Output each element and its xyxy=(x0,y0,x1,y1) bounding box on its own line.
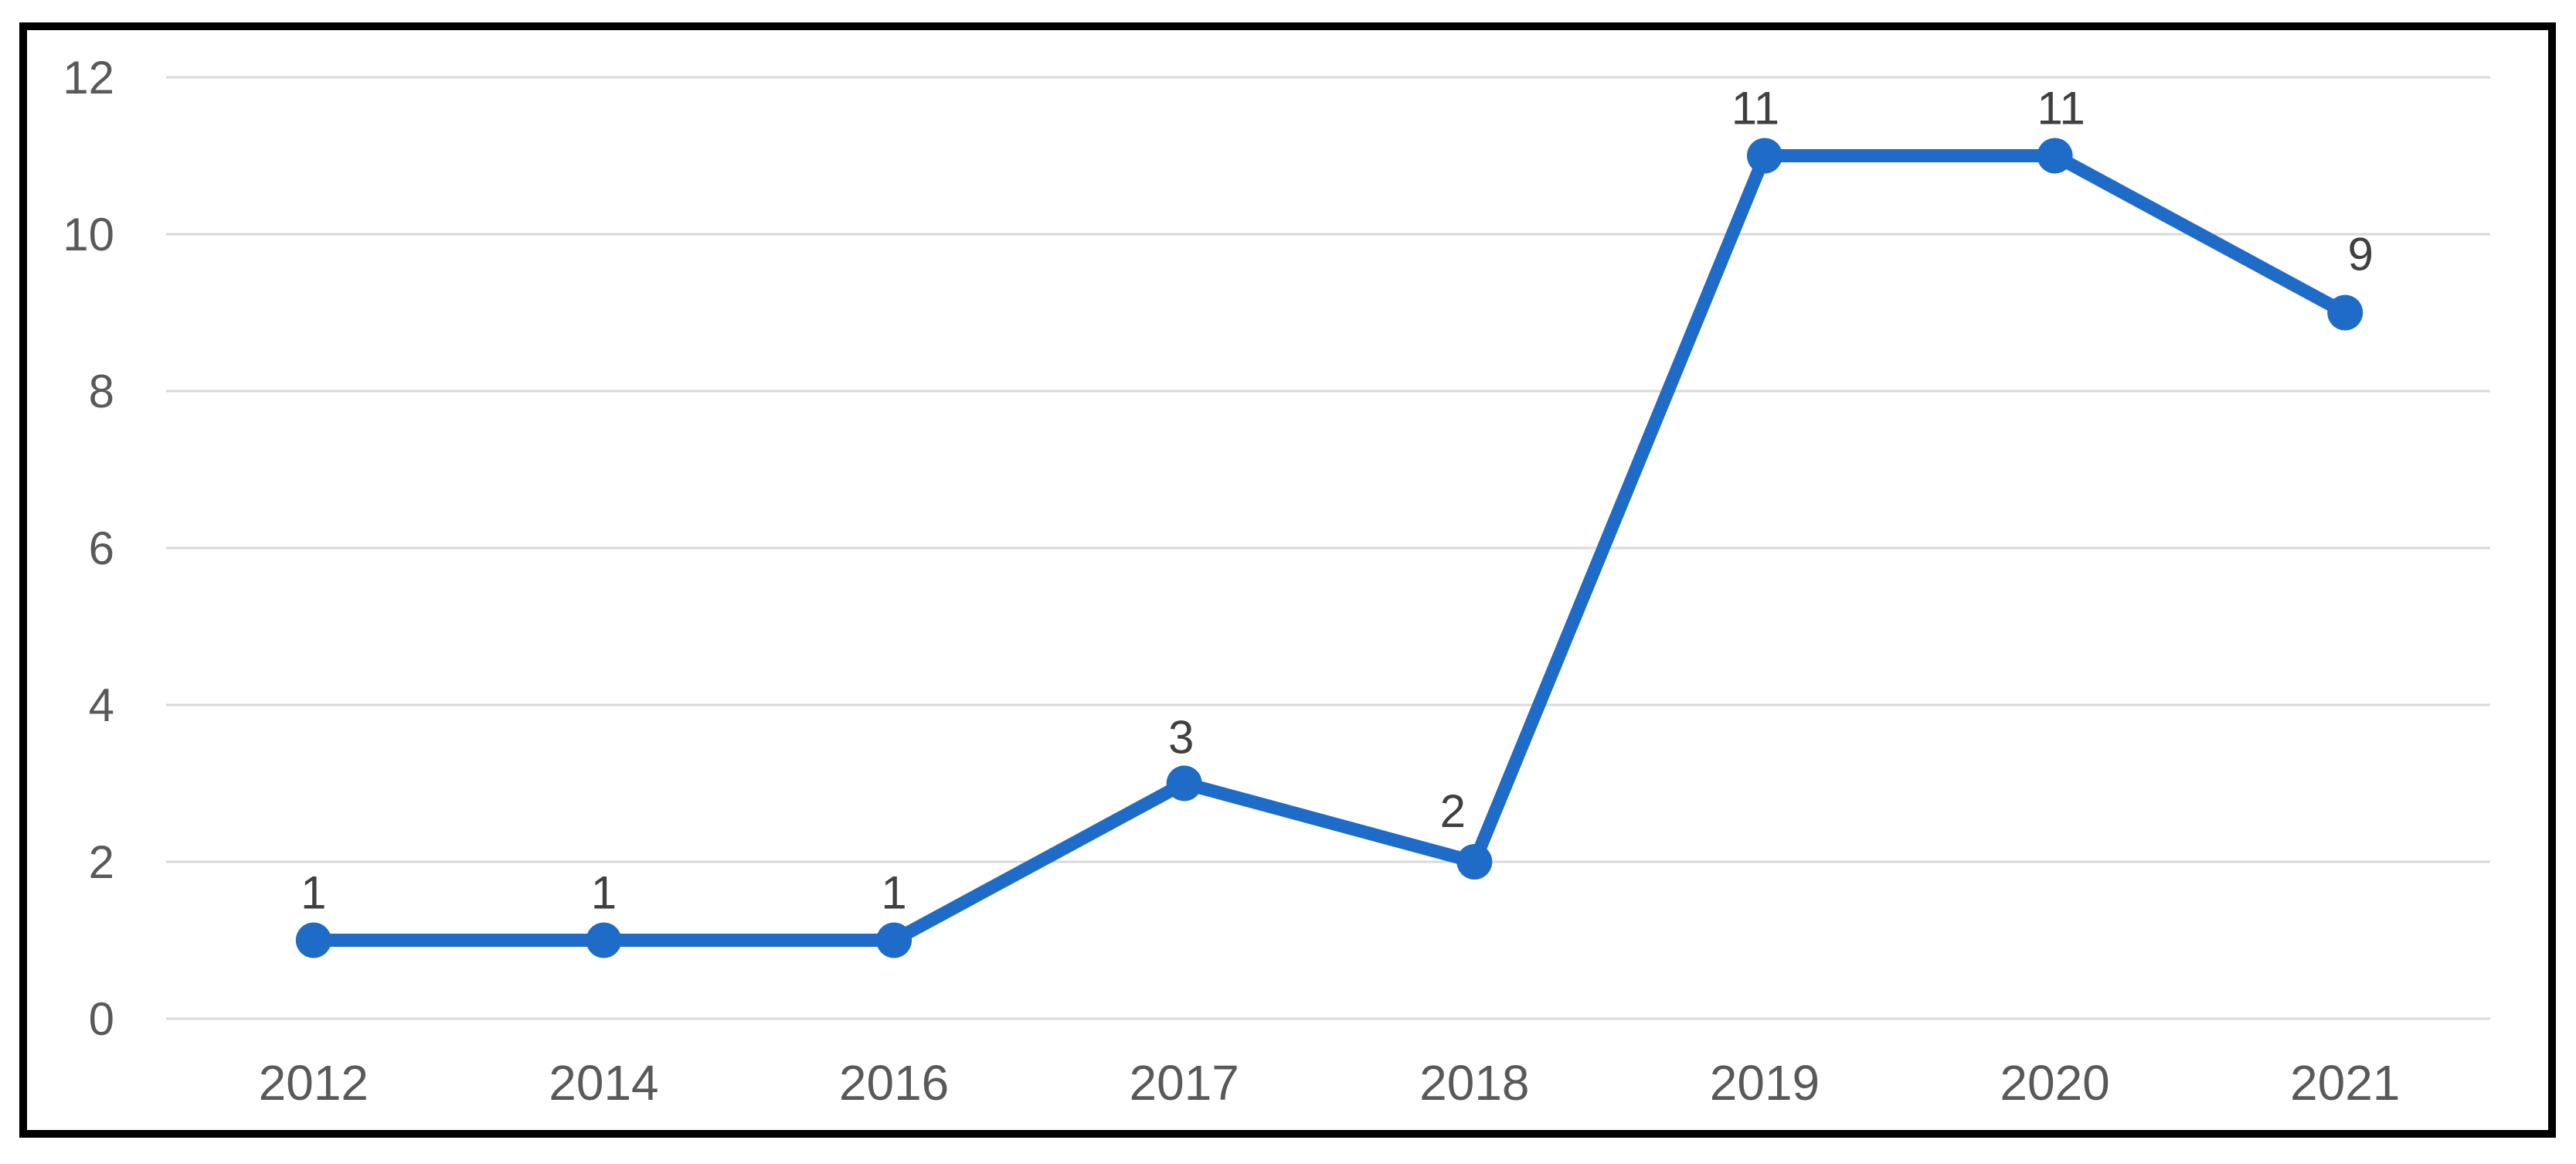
y-axis-tick-label: 2 xyxy=(89,836,114,888)
x-axis-tick-label-2019: 2019 xyxy=(1710,1055,1820,1111)
y-axis-tick-label: 10 xyxy=(63,209,114,260)
chart-border xyxy=(19,22,2556,1138)
series-line xyxy=(307,149,2352,947)
y-axis-tick-label: 6 xyxy=(89,522,114,574)
data-point-2014 xyxy=(586,922,622,958)
data-point-2012 xyxy=(295,922,331,958)
data-point-2021 xyxy=(2327,294,2364,331)
y-axis-tick-label: 0 xyxy=(89,993,114,1045)
y-axis-tick-label: 12 xyxy=(63,52,114,104)
x-axis-tick-label-2016: 2016 xyxy=(839,1055,949,1111)
y-axis-tick-label: 4 xyxy=(89,679,114,731)
data-point-2017 xyxy=(1166,765,1202,802)
data-point-2016 xyxy=(876,922,912,958)
data-point-2020 xyxy=(2037,138,2073,174)
data-point-label: 1 xyxy=(301,867,326,919)
data-point-2019 xyxy=(1746,138,1782,174)
y-axis-tick-label: 8 xyxy=(89,366,114,417)
x-axis-tick-label-2018: 2018 xyxy=(1419,1055,1529,1111)
x-axis-tick-label-2014: 2014 xyxy=(549,1055,658,1111)
data-point-label: 2 xyxy=(1440,785,1466,837)
data-point-label: 11 xyxy=(2037,83,2085,134)
x-axis-tick-label-2021: 2021 xyxy=(2290,1055,2400,1111)
data-point-label: 3 xyxy=(1168,712,1194,764)
data-point-label: 1 xyxy=(591,867,617,919)
data-point-label: 9 xyxy=(2348,229,2374,281)
x-axis-tick-label-2020: 2020 xyxy=(2000,1055,2109,1111)
data-point-label: 1 xyxy=(881,867,906,919)
x-axis-tick-label-2017: 2017 xyxy=(1130,1055,1239,1111)
x-axis-tick-label-2012: 2012 xyxy=(259,1055,369,1111)
data-point-2018 xyxy=(1456,844,1493,880)
data-point-label: 11 xyxy=(1731,83,1779,134)
